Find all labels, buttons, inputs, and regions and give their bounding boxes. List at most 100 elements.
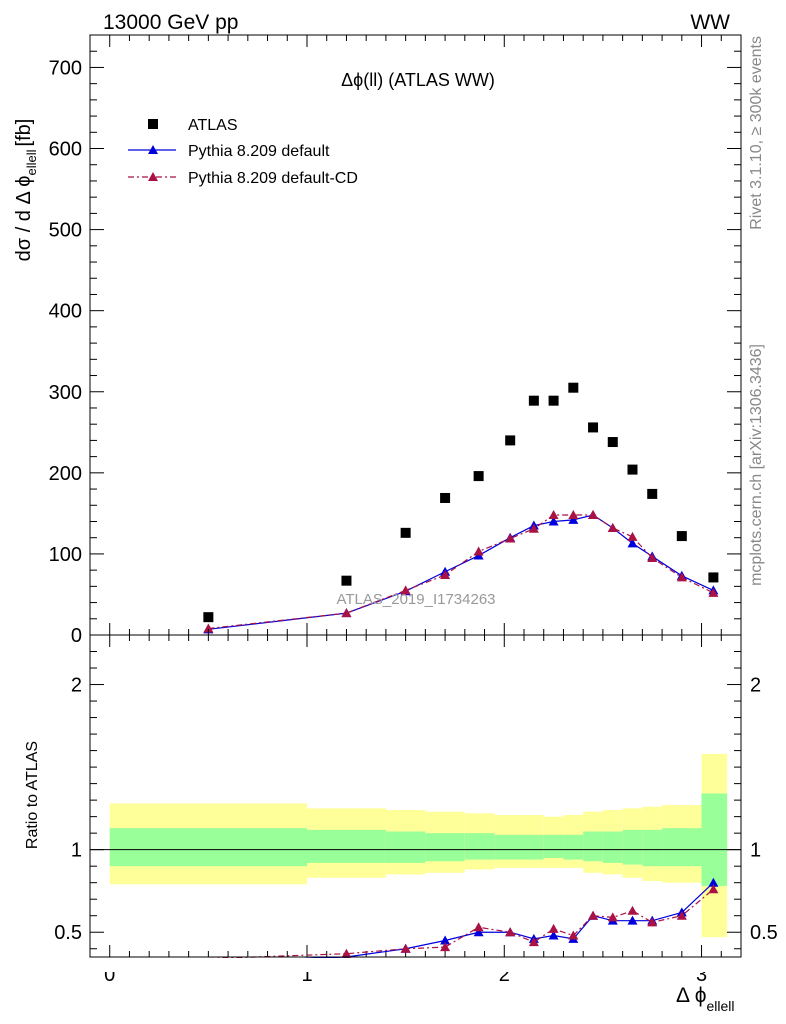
main-y-tick-label: 400 — [49, 301, 82, 323]
ratio-series-point — [473, 922, 484, 932]
data-point — [607, 437, 618, 448]
ratio-bottom-mask — [80, 958, 751, 972]
ratio-series-point — [505, 927, 516, 937]
green-band-bin — [662, 828, 702, 867]
data-point — [528, 395, 539, 406]
ratio-series-point — [440, 942, 451, 952]
ratio-y-tick-label-right: 1 — [750, 840, 761, 862]
ratio-y-tick-label: 1 — [71, 840, 82, 862]
legend-marker — [148, 172, 158, 181]
main-y-tick-label: 0 — [71, 625, 82, 647]
ratio-series-point — [647, 917, 658, 927]
main-y-tick-label: 100 — [49, 544, 82, 566]
data-point — [341, 575, 352, 586]
ratio-y-tick-label: 2 — [71, 675, 82, 697]
ratio-series-point — [400, 943, 411, 953]
green-band-bin — [109, 828, 308, 867]
ratio-ylabel: Ratio to ATLAS — [24, 741, 41, 849]
main-series-point — [203, 623, 214, 633]
main-ylabel-text: dσ / d Δ ϕ — [13, 175, 35, 261]
main-panel: 0 100 200 300 400 500 600 700 — [49, 34, 742, 647]
ratio-series-point — [708, 877, 719, 887]
ratio-series-point — [440, 935, 451, 945]
x-tick-label: 0 — [104, 964, 115, 986]
main-title: Δϕ(ll) (ATLAS WW) — [341, 70, 495, 90]
green-band-bin — [385, 831, 426, 863]
rivet-label: Rivet 3.1.10, ≥ 300k events — [748, 36, 765, 230]
legend-marker-data — [148, 119, 158, 129]
main-y-tick-label: 500 — [49, 220, 82, 242]
main-series-point — [588, 510, 599, 519]
x-axis-label-text: Δ ϕ — [676, 984, 706, 1007]
green-band-bin — [543, 834, 564, 858]
main-series-point — [341, 608, 352, 618]
main-ylabel: dσ / d Δ ϕellell [fb] — [13, 119, 39, 262]
green-band-bin — [307, 829, 386, 863]
main-series-point — [568, 510, 579, 519]
x-tick-label: 1 — [301, 964, 312, 986]
ratio-series-point — [708, 884, 719, 894]
ratio-series-point — [341, 948, 352, 958]
green-band-bin — [701, 793, 728, 886]
ratio-series-line — [208, 882, 714, 963]
main-series-point — [627, 531, 638, 541]
data-point — [400, 527, 411, 538]
ratio-y-tick-label-right: 2 — [750, 675, 761, 697]
green-band-bin — [602, 831, 623, 863]
data-point — [203, 612, 214, 623]
main-y-tick-label: 600 — [49, 139, 82, 161]
main-series-line — [208, 514, 714, 630]
ratio-series-point — [548, 923, 559, 933]
header-right: WW — [690, 11, 730, 34]
ratio-series-point — [548, 930, 559, 940]
watermark: ATLAS_2019_I1734263 — [336, 591, 495, 608]
data-point — [647, 488, 658, 499]
data-point — [440, 492, 451, 503]
ratio-series-point — [627, 915, 638, 925]
x-tick-label: 3 — [696, 964, 707, 986]
data-point — [473, 471, 484, 482]
green-band-bin — [563, 834, 584, 860]
ratio-series-point — [588, 910, 599, 920]
data-point — [676, 531, 687, 542]
main-series-point — [548, 516, 559, 526]
main-series-line — [208, 514, 714, 630]
svg-text:dσ / d Δ ϕellell[fb]: dσ / d Δ ϕellell [fb] — [13, 119, 39, 262]
main-series-point — [676, 572, 687, 582]
main-series-point — [568, 514, 579, 524]
main-series-point — [647, 552, 658, 562]
main-ylabel-unit: [fb] — [13, 119, 35, 147]
data-point — [708, 572, 719, 583]
data-point — [568, 382, 579, 393]
green-band-bin — [622, 829, 643, 865]
ratio-series-point — [473, 927, 484, 937]
green-band-bin — [494, 834, 524, 860]
main-y-tick-label: 300 — [49, 382, 82, 404]
x-axis-label: Δ ϕellell — [676, 984, 734, 1014]
green-band-bin — [583, 831, 603, 862]
ratio-series-point — [607, 912, 618, 922]
main-series-point — [548, 510, 559, 519]
main-series-point — [505, 533, 516, 543]
legend-label: Pythia 8.209 default — [188, 143, 330, 160]
ratio-series-point — [528, 937, 539, 947]
data-point — [505, 435, 516, 446]
green-band-bin — [524, 834, 544, 860]
legend-label: ATLAS — [188, 117, 238, 134]
mcplots-label: mcplots.cern.ch [arXiv:1306.3436] — [748, 344, 765, 586]
main-y-tick-label: 700 — [49, 57, 82, 79]
green-band-bin — [464, 833, 495, 860]
main-series-point — [528, 523, 539, 533]
ratio-series-point — [627, 905, 638, 915]
ratio-frame — [89, 634, 742, 958]
x-tick-label: 2 — [499, 964, 510, 986]
data-point — [548, 395, 559, 406]
legend-marker — [148, 145, 158, 154]
ratio-y-tick-label: 0.5 — [54, 922, 82, 944]
x-axis-label-sub: ellell — [706, 998, 734, 1014]
main-series-point — [473, 546, 484, 556]
ratio-y-tick-label-right: 0.5 — [750, 922, 778, 944]
legend-label: Pythia 8.209 default-CD — [188, 170, 358, 187]
ratio-panel: 0 1 2 3 0.5 0.5 1 1 2 2 — [54, 35, 778, 986]
